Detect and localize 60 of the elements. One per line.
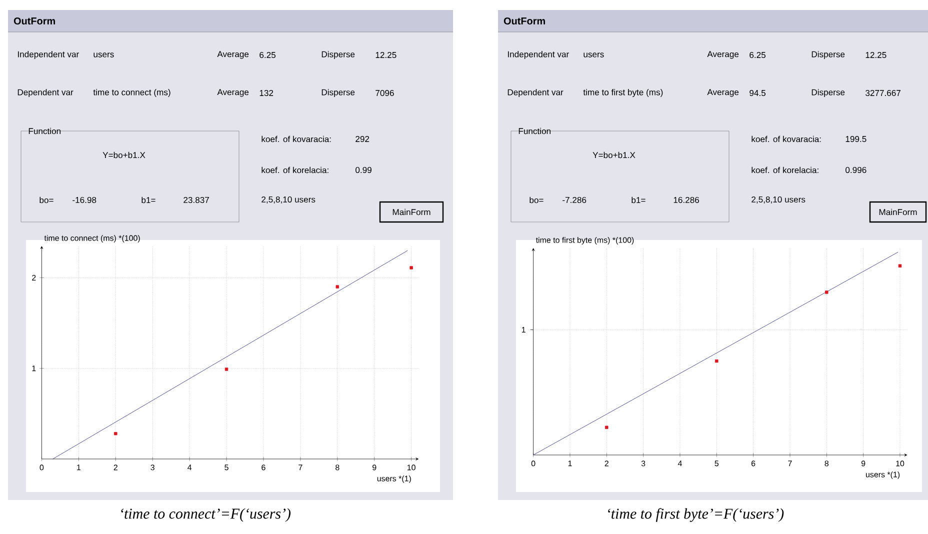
text: 0.99: [356, 166, 372, 174]
text: koef. of korelacia:: [752, 166, 818, 174]
text: time to first byte (ms): [583, 89, 663, 97]
text: koef. of kovaracia:: [262, 136, 331, 142]
text: Disperse: [322, 51, 355, 59]
text: 94.5: [750, 90, 766, 96]
text: Dependent var: [18, 89, 74, 97]
point: [605, 426, 608, 429]
text: 12.25: [866, 52, 886, 58]
text: Independent var: [508, 51, 569, 59]
text: 199.5: [846, 136, 866, 142]
text: ‘time to connect’=F(‘users’): [121, 508, 291, 522]
text: 2,5,8,10 users: [752, 196, 806, 204]
text: b1=: [632, 196, 646, 204]
point: [336, 285, 339, 288]
text: b1=: [142, 196, 156, 204]
text: Disperse: [322, 89, 355, 97]
text: 7096: [376, 90, 394, 96]
point: [898, 264, 902, 268]
text: 3277.667: [866, 90, 900, 96]
text: Average: [707, 51, 739, 59]
text: Function: [28, 128, 61, 134]
text: 6.25: [750, 52, 766, 58]
text: 2,5,8,10 users: [262, 196, 316, 204]
text: Disperse: [812, 51, 845, 59]
text: Y=bo+b1.X: [592, 152, 636, 158]
text: Y=bo+b1.X: [102, 152, 146, 158]
text: users: [94, 52, 114, 58]
text: -16.98: [72, 196, 96, 204]
text: Dependent var: [508, 89, 564, 97]
text: bo=: [40, 196, 54, 204]
text: MainForm: [879, 208, 917, 216]
text: 292: [356, 136, 370, 142]
chart-title: OutForm: [504, 17, 545, 25]
text: 16.286: [674, 196, 700, 204]
text: time to connect (ms): [93, 89, 170, 97]
text: ‘time to first byte’=F(‘users’): [608, 508, 784, 522]
point: [715, 359, 718, 363]
text: bo=: [530, 196, 544, 204]
text: Function: [518, 128, 550, 134]
text: Independent var: [18, 51, 79, 59]
point: [825, 290, 828, 294]
text: users: [584, 52, 604, 58]
text: koef. of kovaracia:: [752, 136, 821, 142]
text: koef. of korelacia:: [262, 166, 328, 174]
text: 0.996: [846, 166, 866, 174]
text: Average: [707, 89, 739, 97]
text: 12.25: [376, 52, 396, 58]
text: -7.286: [562, 196, 586, 204]
text: Average: [217, 51, 249, 59]
text: Disperse: [812, 89, 845, 97]
text: Average: [217, 89, 249, 97]
point: [224, 368, 228, 371]
text: 132: [260, 90, 274, 96]
point: [410, 266, 413, 270]
point: [114, 432, 118, 436]
text: 6.25: [260, 52, 276, 58]
text: MainForm: [392, 208, 430, 216]
text: 23.837: [184, 196, 209, 204]
chart-title: OutForm: [14, 17, 55, 25]
